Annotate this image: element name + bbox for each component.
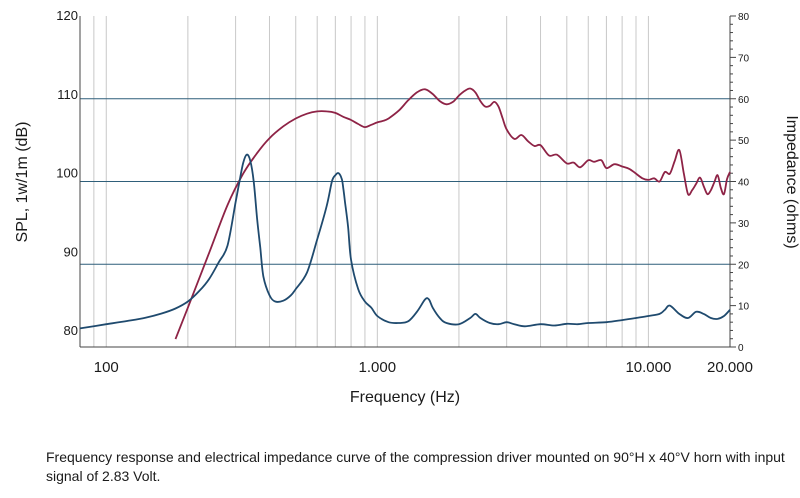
x-tick-label: 20.000 xyxy=(707,359,753,376)
y-left-tick-label: 90 xyxy=(64,244,78,259)
x-tick-label: 10.000 xyxy=(625,359,671,376)
spl-curve xyxy=(174,87,731,340)
x-tick-label: 1.000 xyxy=(359,359,397,376)
y-right-tick-label: 40 xyxy=(738,178,750,189)
y-right-tick-label: 30 xyxy=(738,219,750,230)
y-right-tick-label: 10 xyxy=(738,302,750,313)
grid xyxy=(79,16,731,347)
y-left-tick-label: 120 xyxy=(56,8,78,23)
y-left-tick-label: 110 xyxy=(57,87,78,102)
axes xyxy=(79,15,736,348)
figure-caption: Frequency response and electrical impeda… xyxy=(46,449,785,484)
y-right-tick-label: 20 xyxy=(738,260,750,271)
x-axis-label: Frequency (Hz) xyxy=(350,389,460,406)
y-right-tick-label: 60 xyxy=(738,95,750,106)
y-axis-label-left: SPL, 1w/1m (dB) xyxy=(14,122,31,243)
y-right-tick-label: 50 xyxy=(738,136,750,147)
y-left-tick-label: 80 xyxy=(64,323,78,338)
frequency-response-chart: 80 90 100 110 120 0 10 20 30 40 50 60 70 80 100 1.000 10… xyxy=(14,8,800,406)
y-right-tick-label: 0 xyxy=(738,343,744,354)
y-left-tick-label: 100 xyxy=(56,166,78,181)
y-right-tick-label: 80 xyxy=(738,12,750,23)
x-tick-label: 100 xyxy=(94,359,119,376)
tick-labels: 80 90 100 110 120 0 10 20 30 40 50 60 70 80 100 1.000 10… xyxy=(56,8,753,376)
curves xyxy=(79,87,731,340)
impedance-curve xyxy=(79,153,731,330)
y-axis-label-right: Impedance (ohms) xyxy=(783,115,800,248)
y-right-tick-label: 70 xyxy=(738,53,750,64)
